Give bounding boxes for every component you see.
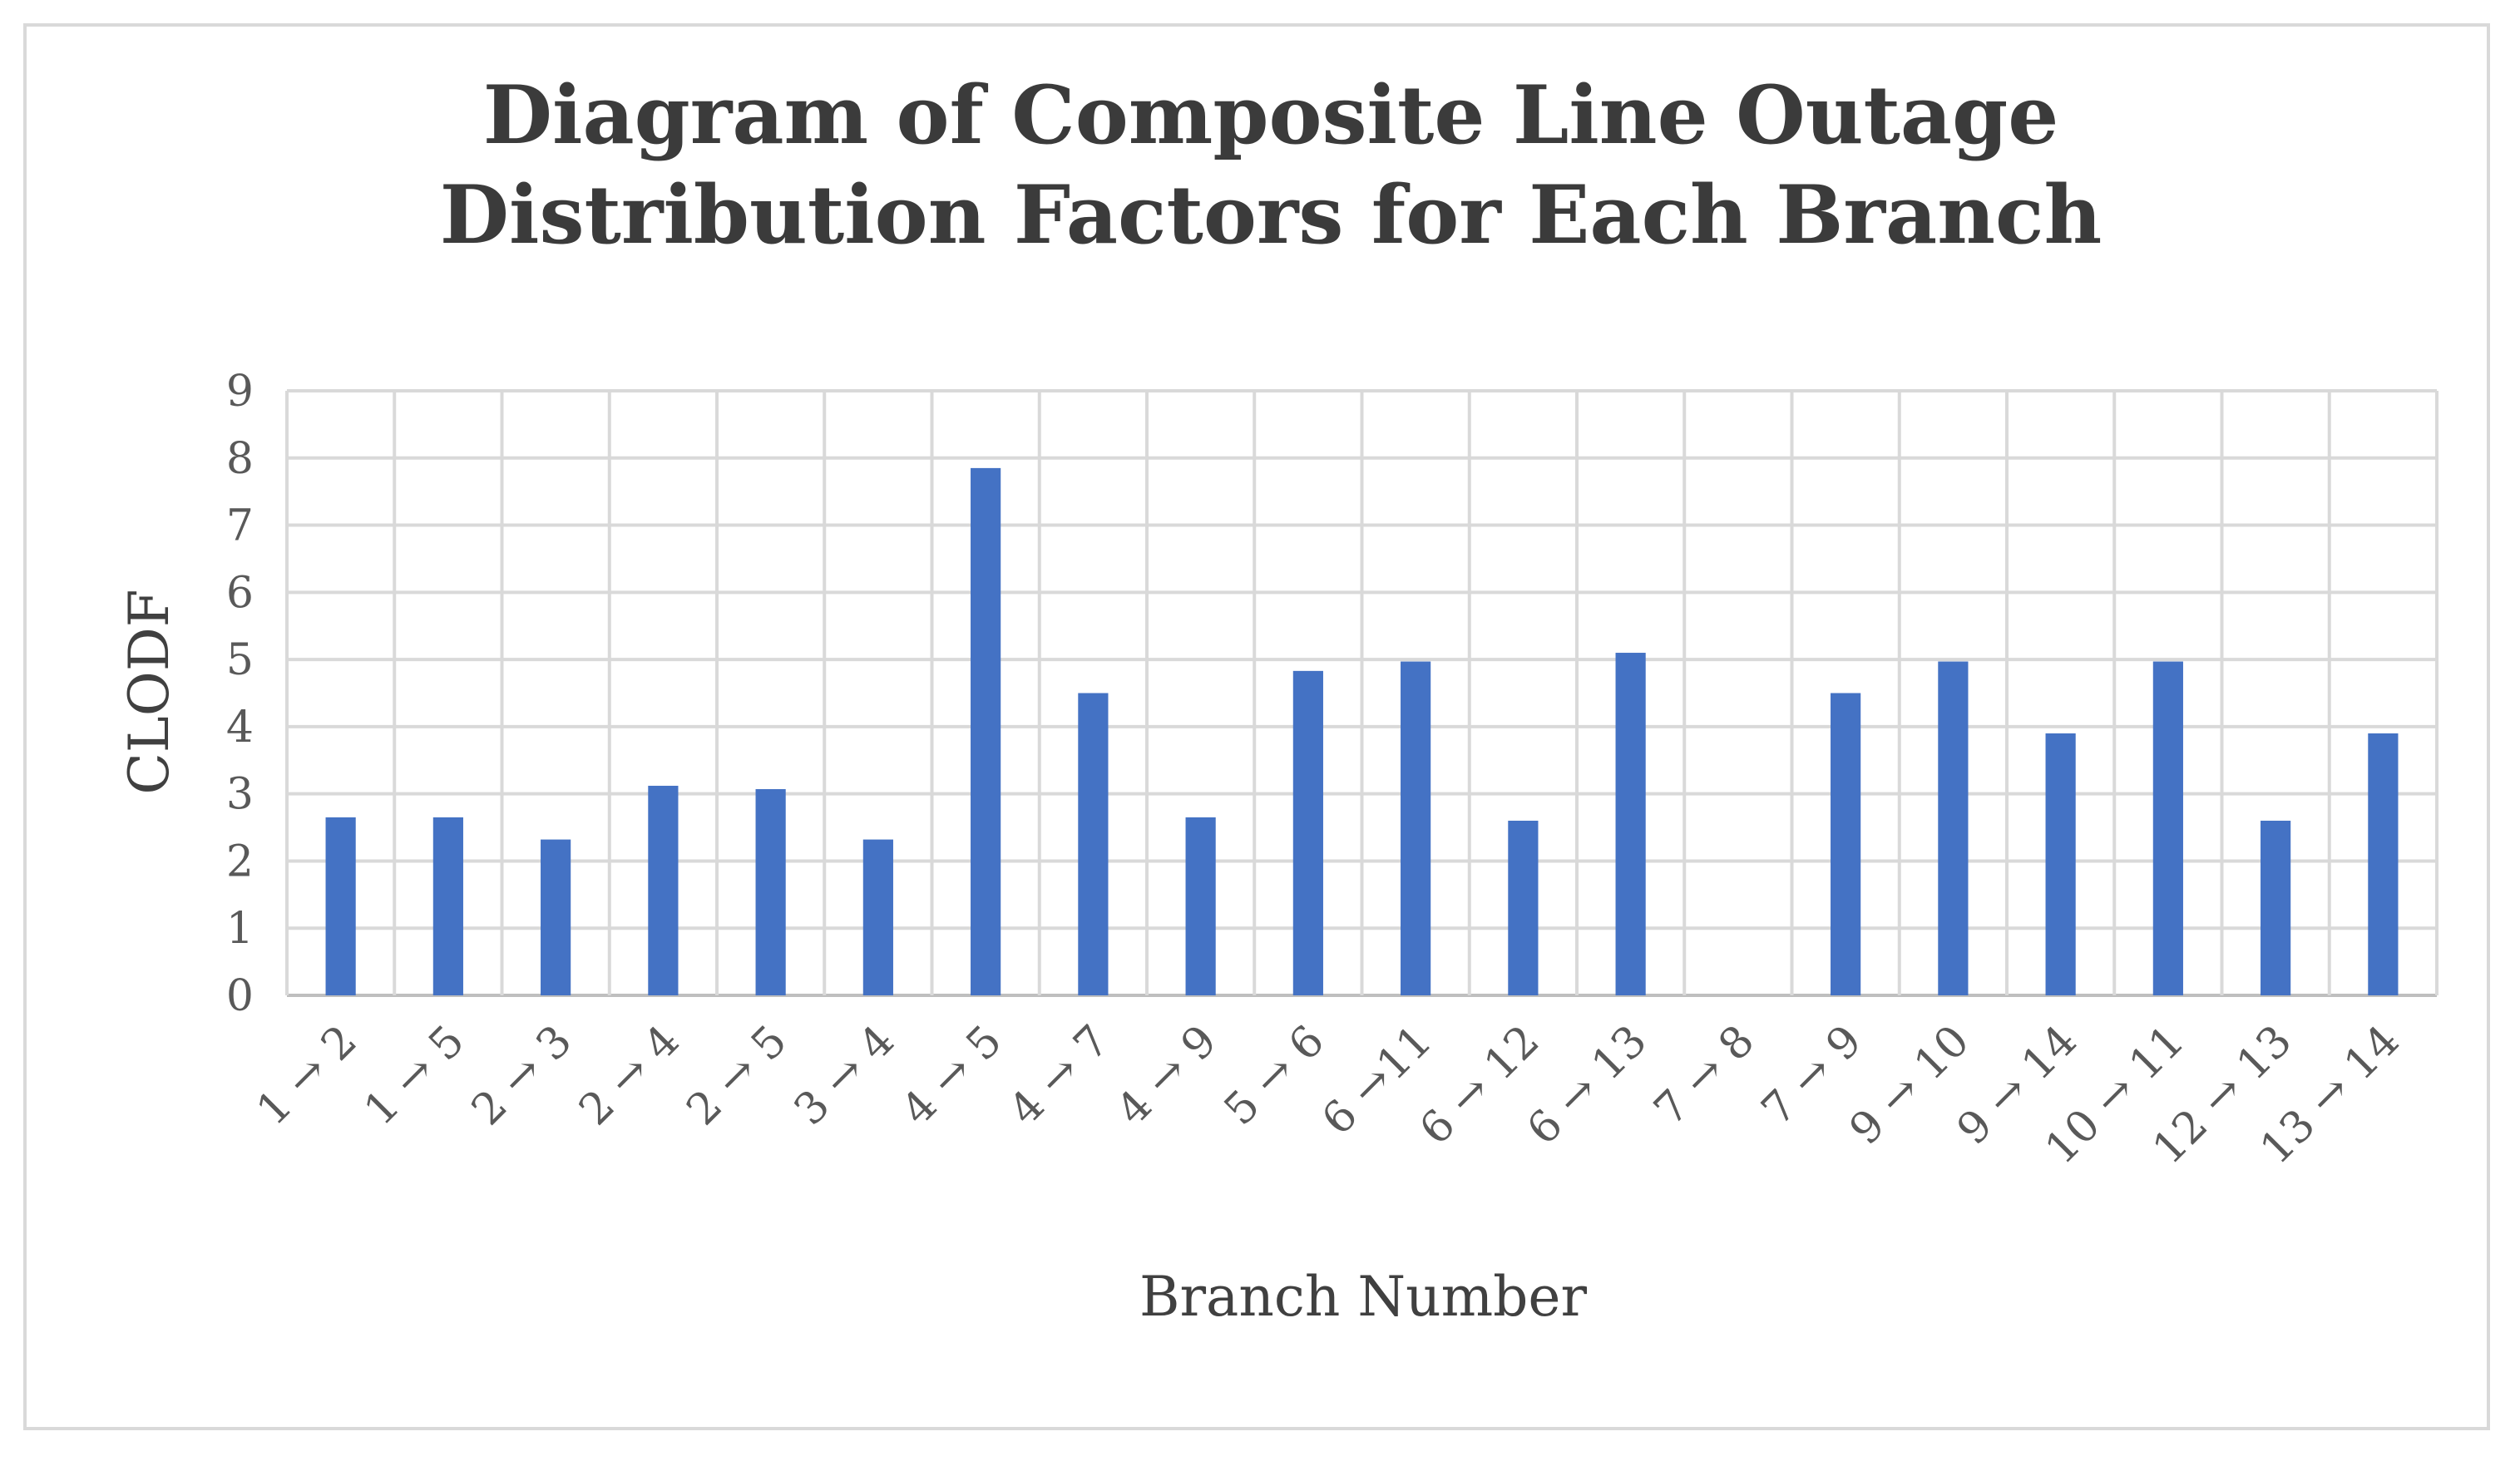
x-tick-label: 4 → 7	[1000, 1016, 1119, 1135]
chart-title: Diagram of Composite Line Outage Distrib…	[440, 68, 2102, 262]
chart-svg: Diagram of Composite Line Outage Distrib…	[27, 27, 2493, 1434]
x-tick-label: 2 → 3	[462, 1016, 581, 1135]
bar	[1293, 671, 1323, 995]
chart-title-line-2: Distribution Factors for Each Branch	[440, 168, 2102, 262]
x-tick-labels: 1 → 21 → 52 → 32 → 42 → 53 → 44 → 54 → 7…	[247, 1016, 2409, 1174]
x-tick-label: 5 → 6	[1215, 1016, 1334, 1135]
bar	[2153, 662, 2183, 995]
x-tick-label: 1 → 2	[247, 1016, 366, 1135]
bar	[971, 468, 1001, 995]
x-tick-label: 4 → 5	[892, 1016, 1011, 1135]
bar	[1938, 662, 1968, 995]
x-tick-label: 6 → 13	[1518, 1016, 1657, 1155]
y-tick-label: 2	[226, 837, 254, 886]
bar	[2261, 821, 2290, 995]
y-tick-label: 1	[226, 904, 254, 954]
y-tick-label: 5	[226, 635, 254, 685]
bar	[433, 817, 463, 995]
bar	[648, 786, 678, 995]
y-tick-label: 0	[226, 971, 254, 1021]
bar	[1401, 662, 1430, 995]
bar	[1078, 693, 1108, 996]
x-tick-label: 9 → 10	[1841, 1016, 1979, 1155]
y-tick-label: 9	[226, 367, 254, 417]
bar	[1616, 653, 1646, 995]
chart-title-line-1: Diagram of Composite Line Outage	[483, 68, 2059, 162]
x-axis-title: Branch Number	[1139, 1265, 1588, 1329]
y-tick-label: 3	[226, 770, 254, 820]
bar	[2368, 733, 2398, 995]
bar	[1508, 821, 1538, 995]
x-tick-label: 1 → 5	[355, 1016, 474, 1135]
bar	[756, 789, 786, 995]
bar	[1831, 693, 1860, 996]
bar	[1186, 817, 1216, 995]
grid-layer	[287, 391, 2437, 995]
y-axis-title: CLODF	[117, 589, 181, 794]
x-tick-label: 6 → 12	[1411, 1016, 1549, 1155]
x-tick-label: 2 → 5	[677, 1016, 796, 1135]
y-tick-label: 6	[226, 568, 254, 618]
y-tick-labels: 0 1 2 3 4 5 6 7 8 9	[226, 367, 254, 1021]
x-tick-label: 4 → 9	[1107, 1016, 1226, 1135]
bar	[326, 817, 356, 995]
x-tick-label: 7 → 8	[1645, 1016, 1764, 1135]
x-tick-label: 3 → 4	[785, 1016, 904, 1135]
bar	[541, 840, 571, 995]
x-tick-label: 2 → 4	[570, 1016, 689, 1135]
bar	[2046, 733, 2076, 995]
y-tick-label: 4	[226, 703, 254, 753]
chart-frame: Diagram of Composite Line Outage Distrib…	[23, 23, 2490, 1430]
y-tick-label: 7	[226, 501, 254, 551]
y-tick-label: 8	[226, 434, 254, 484]
bar	[863, 840, 893, 995]
